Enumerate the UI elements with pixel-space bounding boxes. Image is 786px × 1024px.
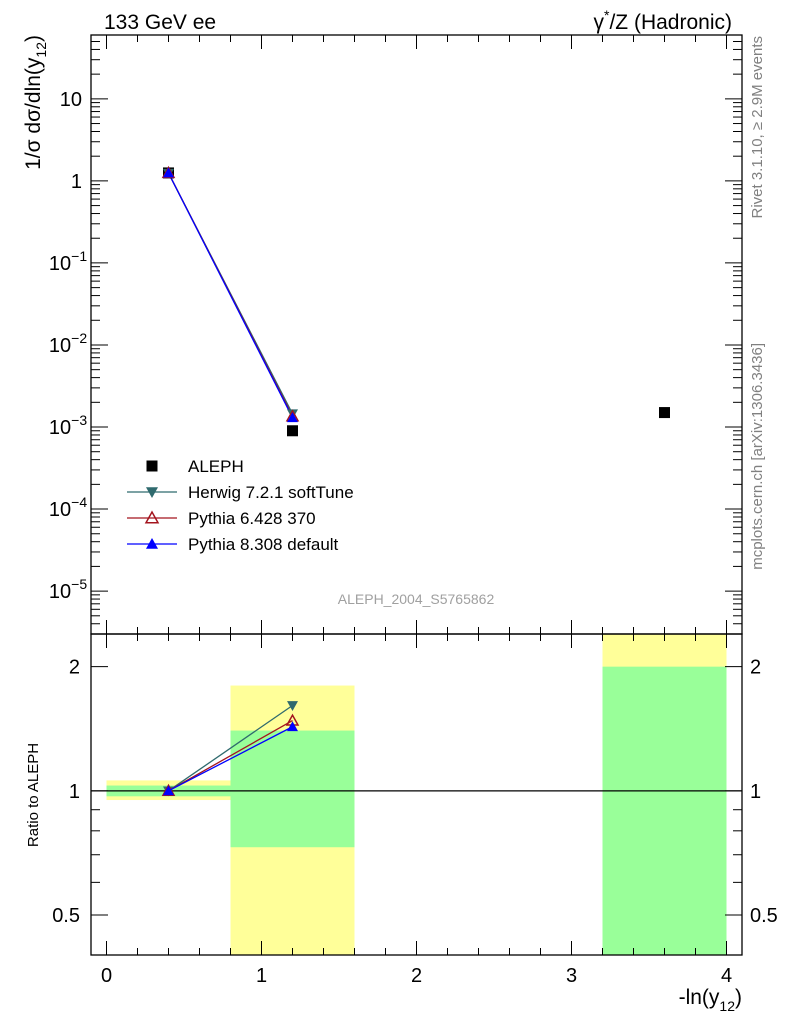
legend: ALEPH Herwig 7.2.1 softTune Pythia 6.428 3… (127, 457, 354, 554)
ratio-point (287, 701, 298, 712)
x-tick-label: 0 (101, 965, 112, 987)
legend-label: Herwig 7.2.1 softTune (188, 483, 354, 502)
y-tick-label: 10−2 (49, 330, 87, 357)
ratio-y-tick-label-right: 0.5 (750, 905, 778, 927)
ratio-y-tick-label-right: 2 (750, 657, 761, 679)
y-tick-label: 10−1 (49, 248, 87, 275)
legend-marker (146, 460, 158, 472)
ratio-y-axis-label: Ratio to ALEPH (25, 743, 42, 847)
ratio-band-inner (230, 730, 355, 848)
ratio-point (163, 785, 174, 796)
axes: 0 1 2 3 4 10 1 10−1 10−2 10−3 10−4 10−5 0.5 0.5 1 1 2 2 (49, 34, 778, 987)
main-y-axis-label: 1/σ dσ/dln(y12) (22, 35, 49, 170)
mc-point (163, 167, 174, 178)
y-tick-label: 10 (60, 89, 82, 111)
x-tick-label: 1 (256, 965, 267, 987)
ratio-series-line (168, 704, 293, 792)
rivet-version-label: Rivet 3.1.10, ≥ 2.9M events (749, 36, 766, 219)
x-tick-label: 3 (566, 965, 577, 987)
x-tick-label: 2 (411, 965, 422, 987)
analysis-watermark: ALEPH_2004_S5765862 (338, 591, 495, 607)
header-process-label: γ*/Z (Hadronic) (594, 7, 732, 34)
data-point (287, 425, 298, 437)
x-tick-label: 4 (721, 965, 732, 987)
ratio-point (287, 721, 298, 732)
data-point (659, 407, 670, 419)
ratio-series-line (168, 726, 293, 792)
mcplots-credit-label: mcplots.cern.ch [arXiv:1306.3436] (749, 343, 766, 570)
legend-marker (146, 487, 158, 498)
legend-label: Pythia 6.428 370 (188, 509, 316, 528)
y-tick-label: 1 (71, 171, 82, 193)
mc-series-line (167, 172, 294, 418)
ratio-y-tick-label: 2 (69, 657, 80, 679)
y-tick-label: 10−3 (49, 412, 87, 439)
ratio-plot-area (91, 634, 742, 955)
header-energy-label: 133 GeV ee (104, 11, 216, 34)
ratio-y-tick-label: 0.5 (52, 905, 80, 927)
ratio-y-tick-label: 1 (69, 781, 80, 803)
legend-marker (144, 510, 160, 524)
mc-point (287, 412, 298, 423)
legend-label: Pythia 8.308 default (188, 535, 339, 554)
legend-label: ALEPH (188, 457, 244, 476)
main-plot-area (161, 165, 670, 437)
ratio-y-tick-label-right: 1 (750, 781, 761, 803)
x-axis-label: -ln(y12) (679, 986, 742, 1014)
y-tick-label: 10−4 (49, 494, 87, 521)
legend-marker (146, 538, 158, 549)
ratio-band-inner (602, 666, 727, 955)
ratio-series-line (168, 720, 293, 792)
y-tick-label: 10−5 (49, 576, 87, 603)
